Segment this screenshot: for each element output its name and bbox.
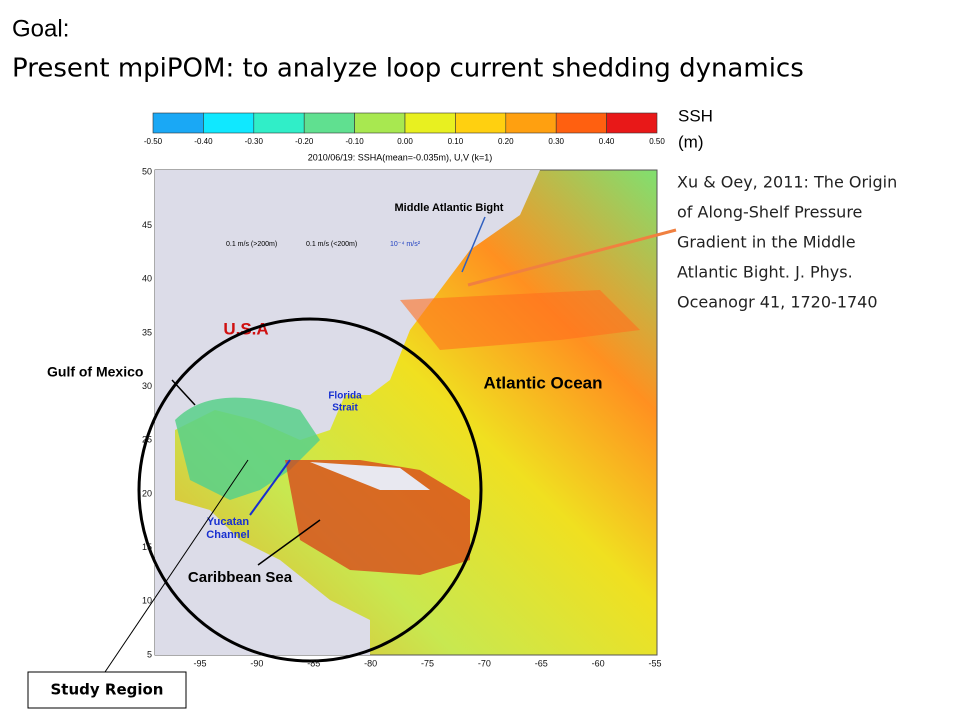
study-region: Study Region	[51, 681, 164, 699]
colorbar-tick: 0.30	[548, 137, 564, 146]
lat-tick: 30	[142, 381, 152, 391]
colorbar-segment	[505, 112, 557, 134]
colorbar-tick: -0.10	[345, 137, 364, 146]
lon-tick: -55	[648, 658, 661, 668]
lat-tick: 40	[142, 274, 152, 284]
colorbar-unit: (m)	[678, 132, 703, 151]
colorbar-tick: 0.50	[649, 137, 665, 146]
lat-tick: 35	[142, 327, 152, 337]
mab-label: Middle Atlantic Bight	[395, 202, 504, 214]
pointer	[104, 459, 249, 673]
yucatan-label: Yucatan	[207, 516, 249, 528]
colorbar-tick: -0.50	[144, 137, 163, 146]
lat-tick: 50	[142, 166, 152, 176]
lat-tick: 15	[142, 542, 152, 552]
map-legend: 0.1 m/s (>200m)	[226, 241, 277, 248]
colorbar-tick: 0.00	[397, 137, 413, 146]
lat-tick: 25	[142, 435, 152, 445]
pointer	[249, 459, 291, 516]
atlantic-label: Atlantic Ocean	[483, 373, 602, 392]
reference-line: Gradient in the Middle	[677, 233, 856, 252]
colorbar-segment	[203, 112, 255, 134]
reference-line: of Along-Shelf Pressure	[677, 203, 862, 222]
florida-label: Florida	[328, 391, 362, 402]
colorbar-tick: 0.10	[448, 137, 464, 146]
study-box	[27, 671, 187, 709]
lon-tick: -85	[307, 658, 320, 668]
map	[154, 169, 658, 656]
colorbar-segment	[253, 112, 305, 134]
colorbar-segment	[354, 112, 406, 134]
study-circle	[137, 317, 483, 663]
lon-tick: -65	[535, 658, 548, 668]
yucatan-label: Channel	[206, 529, 249, 541]
gulf-label: Gulf of Mexico	[47, 364, 143, 380]
caribbean-label: Caribbean Sea	[188, 569, 293, 586]
lat-tick: 45	[142, 220, 152, 230]
lon-tick: -80	[364, 658, 377, 668]
map-legend: 0.1 m/s (<200m)	[306, 241, 357, 248]
colorbar-segment	[404, 112, 456, 134]
lon-tick: -60	[592, 658, 605, 668]
lon-tick: -75	[421, 658, 434, 668]
map-legend: 10⁻⁴ m/s²	[390, 241, 421, 248]
lat-tick: 5	[147, 649, 152, 659]
colorbar-segment	[455, 112, 507, 134]
colorbar-tick: -0.20	[295, 137, 314, 146]
colorbar-segment	[303, 112, 355, 134]
reference-line: Xu & Oey, 2011: The Origin	[677, 173, 897, 192]
florida-label: Strait	[332, 403, 358, 414]
reference-line: Atlantic Bight. J. Phys.	[677, 263, 853, 282]
colorbar-segment	[152, 112, 204, 134]
reference-line: Oceanogr 41, 1720-1740	[677, 293, 878, 312]
colorbar-tick: -0.30	[245, 137, 264, 146]
lat-tick: 10	[142, 596, 152, 606]
map-title: 2010/06/19: SSHA(mean=-0.035m), U,V (k=1…	[308, 152, 493, 162]
lon-tick: -95	[193, 658, 206, 668]
colorbar-unit-name: SSH	[678, 106, 713, 125]
pointer	[257, 519, 321, 566]
lat-tick: 20	[142, 488, 152, 498]
colorbar-tick: 0.20	[498, 137, 514, 146]
colorbar-segment	[606, 112, 658, 134]
usa-label: U.S.A	[223, 319, 268, 338]
colorbar-segment	[555, 112, 607, 134]
lon-tick: -90	[250, 658, 263, 668]
pointer	[461, 216, 486, 273]
lon-tick: -70	[478, 658, 491, 668]
pointer	[467, 228, 677, 287]
goal: Goal:	[12, 15, 69, 42]
colorbar-tick: 0.40	[599, 137, 615, 146]
heading: Present mpiPOM: to analyze loop current …	[12, 54, 804, 84]
colorbar-tick: -0.40	[194, 137, 213, 146]
